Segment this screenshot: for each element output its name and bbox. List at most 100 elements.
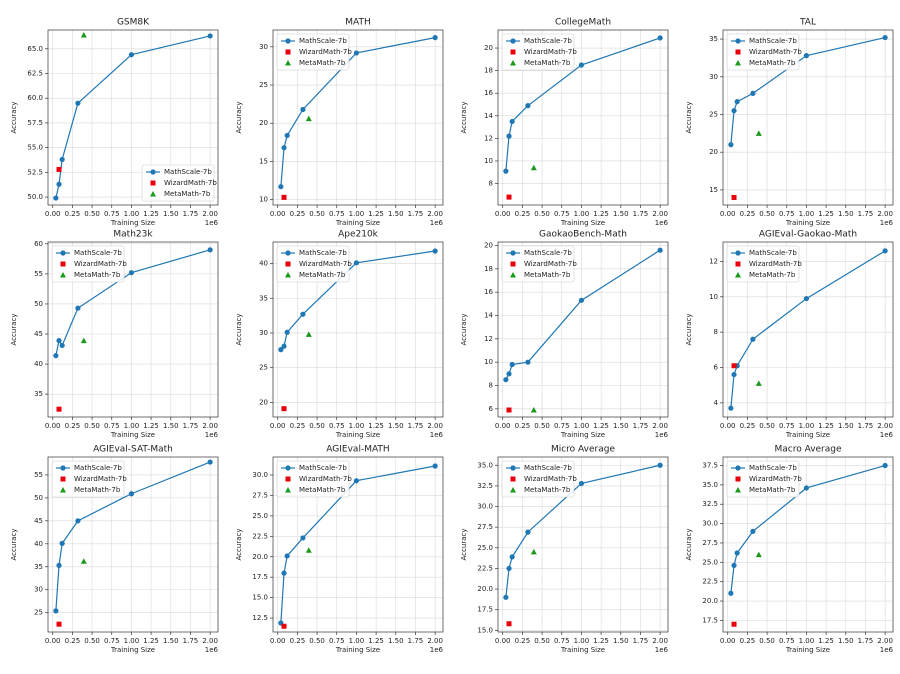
- marker: [728, 590, 734, 596]
- marker: [755, 551, 762, 558]
- y-tick-label: 65.0: [27, 45, 43, 53]
- x-tick-label: 0.75: [554, 637, 570, 645]
- legend-box: [501, 33, 575, 71]
- x-tick-label: 2.00: [877, 422, 893, 430]
- legend-label: MetaMath-7b: [749, 271, 796, 279]
- legend-label: MetaMath-7b: [299, 486, 346, 494]
- x-tick-label: 1.00: [124, 210, 140, 218]
- x-offset-label: 1e6: [205, 646, 219, 654]
- y-tick-label: 50: [34, 494, 43, 502]
- marker: [803, 485, 810, 491]
- y-tick-label: 18: [484, 67, 493, 75]
- marker: [60, 272, 66, 278]
- series-line: [280, 37, 436, 187]
- chart-title: AGIEval-MATH: [326, 445, 389, 455]
- y-tick-label: 35: [709, 35, 718, 43]
- marker: [530, 548, 537, 555]
- y-tick-label: 22.5: [702, 578, 718, 586]
- x-tick-label: 0.25: [290, 637, 306, 645]
- marker: [207, 33, 213, 39]
- x-offset-label: 1e6: [880, 646, 894, 654]
- marker: [735, 272, 741, 278]
- x-tick-label: 1.00: [124, 637, 140, 645]
- y-axis-label: Accuracy: [235, 102, 243, 134]
- x-tick-label: 0.75: [554, 422, 570, 430]
- marker: [657, 247, 663, 253]
- legend-label: MathScale-7b: [299, 464, 347, 472]
- marker: [305, 547, 312, 553]
- marker: [578, 62, 585, 68]
- x-tick-label: 1.75: [858, 637, 874, 645]
- legend-box: [726, 460, 800, 498]
- legend-label: MetaMath-7b: [524, 59, 571, 67]
- x-tick-label: 1.00: [349, 210, 365, 218]
- x-offset-label: 1e6: [655, 431, 669, 439]
- y-tick-label: 25: [259, 364, 268, 372]
- marker: [56, 338, 62, 344]
- x-tick-label: 0.25: [740, 422, 756, 430]
- marker: [509, 118, 515, 125]
- plot-frame: [497, 456, 669, 633]
- x-tick-label: 2.00: [652, 210, 668, 218]
- marker: [432, 463, 438, 469]
- x-tick-label: 2.00: [427, 210, 443, 218]
- marker: [281, 406, 287, 412]
- y-tick-label: 25: [709, 110, 718, 118]
- marker: [60, 261, 66, 267]
- x-tick-label: 1.50: [163, 422, 179, 430]
- marker: [731, 194, 737, 200]
- x-tick-label: 1.75: [408, 637, 424, 645]
- marker: [506, 621, 512, 627]
- y-tick-label: 50: [34, 300, 43, 308]
- x-tick-label: 2.00: [877, 210, 893, 218]
- marker: [285, 487, 291, 493]
- legend-box: [51, 245, 125, 283]
- legend-label: MathScale-7b: [524, 37, 572, 45]
- x-tick-label: 0.00: [270, 637, 286, 645]
- x-tick-label: 0.00: [495, 637, 511, 645]
- x-offset-label: 1e6: [880, 431, 894, 439]
- marker: [731, 371, 737, 378]
- marker: [734, 550, 740, 556]
- marker: [882, 462, 888, 469]
- x-tick-label: 1.25: [143, 637, 159, 645]
- series-line: [280, 465, 436, 624]
- marker: [281, 145, 287, 151]
- y-tick-label: 10: [484, 358, 493, 366]
- chart-title: GaokaoBench-Math: [539, 230, 627, 240]
- x-offset-label: 1e6: [655, 219, 669, 227]
- x-tick-label: 0.25: [515, 210, 531, 218]
- y-tick-label: 35: [34, 390, 43, 398]
- marker: [735, 60, 741, 66]
- y-tick-label: 55.0: [27, 144, 43, 152]
- x-tick-label: 0.75: [779, 210, 795, 218]
- marker: [882, 34, 888, 41]
- y-axis-label: Accuracy: [10, 314, 18, 346]
- x-tick-label: 2.00: [202, 422, 218, 430]
- marker: [525, 103, 531, 109]
- y-tick-label: 20.0: [702, 597, 718, 605]
- x-tick-label: 0.25: [740, 637, 756, 645]
- y-tick-label: 35.0: [702, 481, 718, 489]
- marker: [300, 311, 306, 317]
- legend-label: MathScale-7b: [749, 249, 797, 257]
- legend-label: WizardMath-7b: [299, 260, 352, 268]
- marker: [510, 487, 516, 493]
- y-tick-label: 15: [259, 157, 268, 165]
- marker: [300, 106, 306, 113]
- y-tick-label: 18: [484, 265, 493, 273]
- marker: [353, 50, 360, 56]
- marker: [278, 347, 284, 353]
- x-tick-label: 0.50: [309, 210, 325, 218]
- plot-frame: [272, 241, 444, 418]
- legend-label: WizardMath-7b: [74, 260, 127, 268]
- x-tick-label: 2.00: [652, 637, 668, 645]
- marker: [510, 261, 516, 267]
- x-tick-label: 1.25: [143, 422, 159, 430]
- marker: [56, 621, 62, 627]
- x-tick-label: 1.50: [838, 637, 854, 645]
- marker: [735, 49, 741, 55]
- legend-label: WizardMath-7b: [524, 48, 577, 56]
- marker: [503, 168, 509, 174]
- y-tick-label: 12: [484, 335, 493, 343]
